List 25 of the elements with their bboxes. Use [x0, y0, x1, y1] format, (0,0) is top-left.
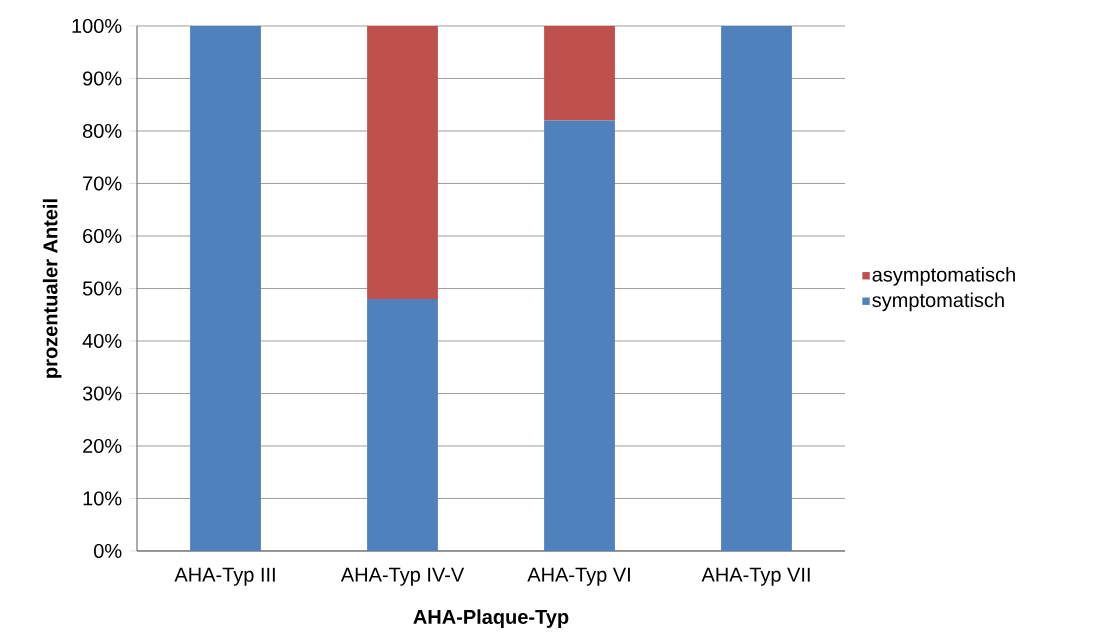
y-tick-label: 80%: [82, 123, 122, 139]
legend-label: asymptomatisch: [872, 266, 1015, 286]
y-tick-label: 10%: [83, 491, 122, 506]
bar: [367, 298, 438, 551]
y-tick-label: 30%: [82, 386, 122, 401]
x-tick-label: AHA-Typ VI: [527, 567, 630, 586]
bar: [544, 120, 615, 551]
x-axis-title: AHA-Plaque-Typ: [413, 609, 569, 628]
x-tick-label: AHA-Typ III: [174, 567, 275, 586]
legend-label: symptomatisch: [872, 292, 1004, 312]
bar: [721, 25, 792, 551]
x-tick-label: AHA-Typ VII: [701, 567, 810, 586]
bar: [544, 25, 615, 121]
bar: [367, 25, 438, 299]
y-tick-label: 40%: [82, 333, 122, 349]
x-tick-label: AHA-Typ IV-V: [340, 567, 465, 586]
y-tick-label: 100%: [72, 18, 122, 34]
bar: [190, 25, 261, 551]
y-tick-label: 90%: [83, 71, 122, 86]
y-tick-label: 50%: [82, 281, 122, 296]
y-tick-label: 70%: [83, 176, 122, 191]
y-tick-label: 20%: [83, 438, 122, 454]
y-tick-label: 0%: [94, 543, 122, 559]
y-tick-label: 60%: [83, 228, 122, 244]
y-axis-title: prozentualer Anteil: [42, 199, 62, 378]
